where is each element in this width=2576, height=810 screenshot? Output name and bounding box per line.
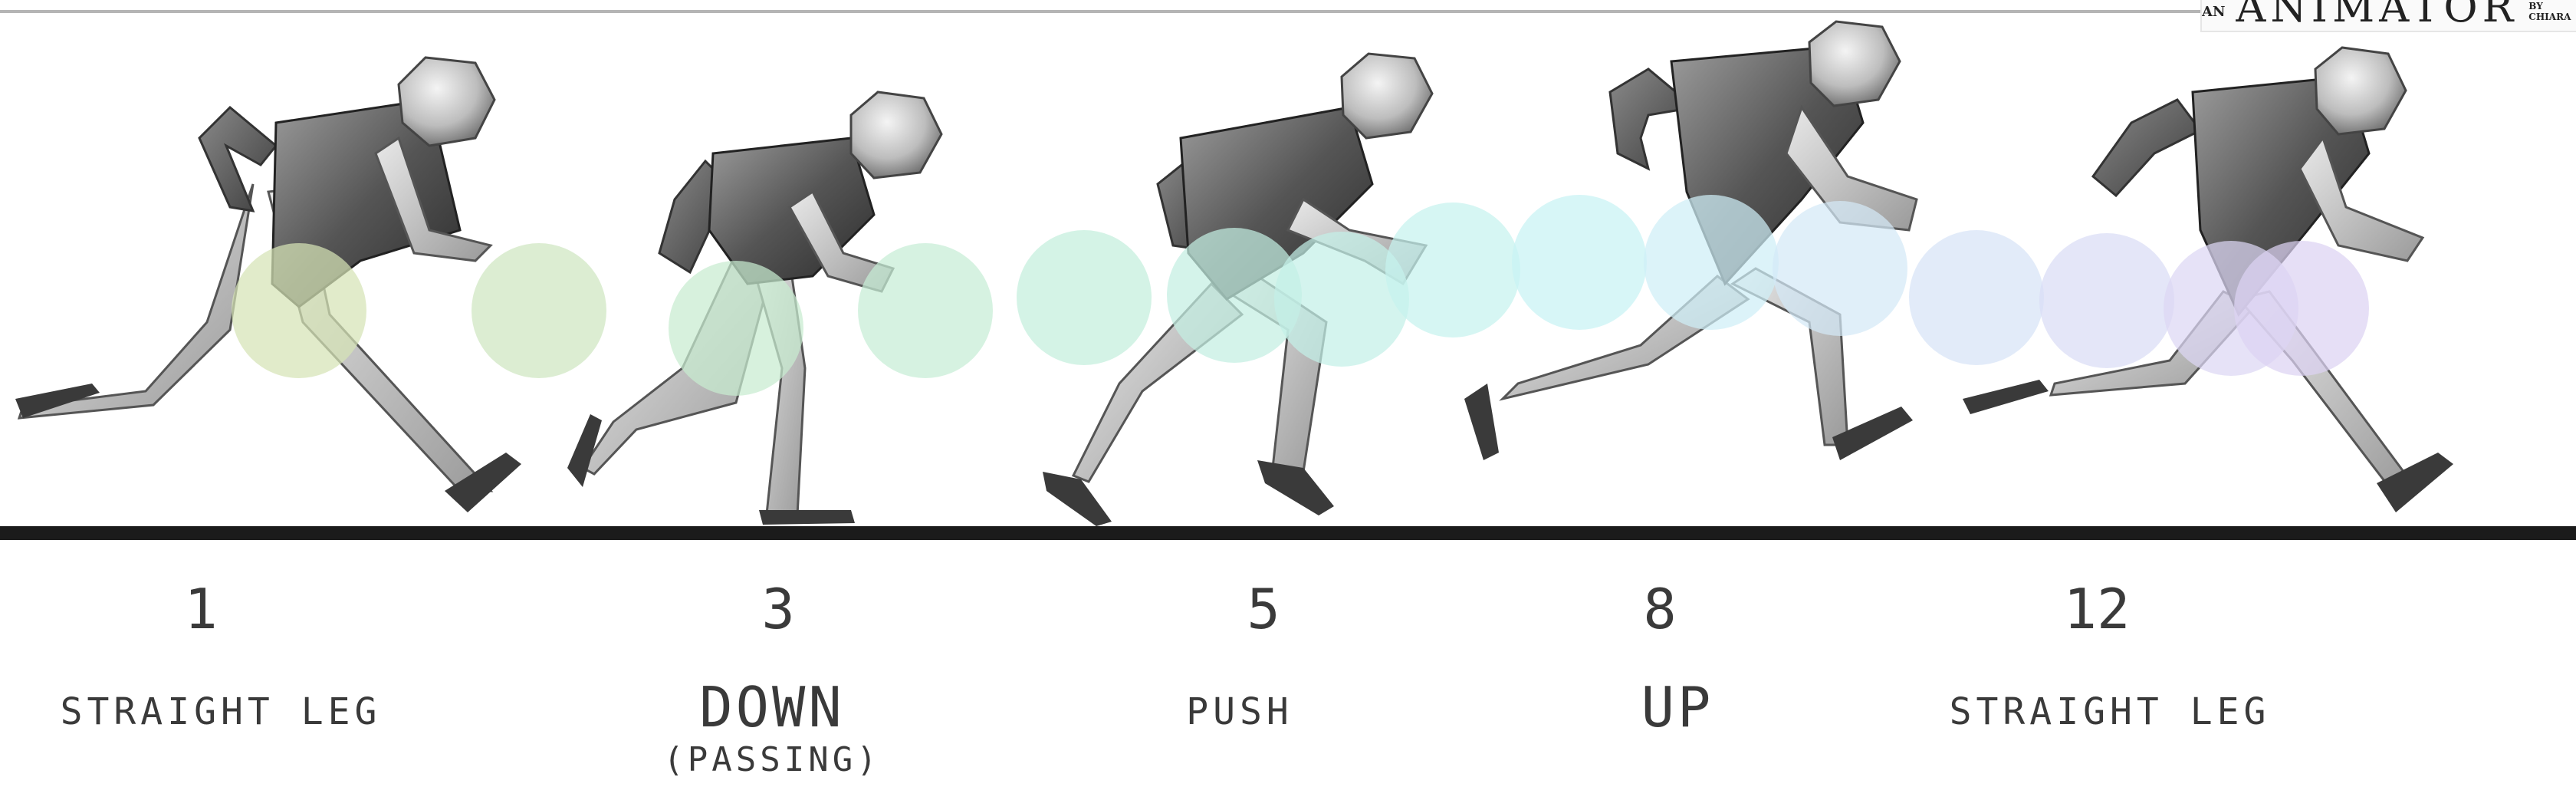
frame-number-8: 8 (1643, 577, 1677, 641)
path-circle (1167, 228, 1302, 363)
logo-prefix: AN (2202, 3, 2226, 20)
frame-label-down: DOWN (699, 675, 845, 739)
path-circle (232, 243, 366, 378)
logo-credit: BY CHIARA (2528, 1, 2571, 22)
frame-sublabel-passing: (PASSING) (663, 740, 881, 779)
frame-number-3: 3 (761, 577, 795, 641)
path-circle (1274, 232, 1409, 367)
path-circle (858, 243, 993, 378)
animator-logo: AN ANIMATOR BY CHIARA (2200, 0, 2576, 32)
top-divider-line (0, 10, 2200, 13)
frame-number-5: 5 (1247, 577, 1280, 641)
path-circle (1644, 195, 1779, 330)
frame-number-1: 1 (184, 577, 218, 641)
ground-line (0, 526, 2576, 540)
path-circle (1017, 230, 1152, 365)
path-circle (1773, 201, 1907, 336)
frame-label-push: PUSH (1186, 690, 1293, 733)
path-circle (2234, 241, 2369, 376)
frame-label-straight-leg-12: STRAIGHT LEG (1949, 690, 2271, 733)
path-circle (1909, 230, 2044, 365)
path-circle (472, 243, 606, 378)
motion-path-circles (232, 195, 2369, 396)
frame-number-12: 12 (2063, 577, 2131, 641)
frame-label-up: UP (1641, 675, 1714, 739)
path-circle (669, 261, 803, 396)
path-circle (1512, 195, 1647, 330)
run-cycle-illustration (15, 20, 2453, 526)
logo-wordmark: ANIMATOR (2236, 0, 2518, 31)
path-circle (1385, 202, 1520, 338)
frame-label-straight-leg-1: STRAIGHT LEG (60, 690, 382, 733)
path-circle (2039, 233, 2174, 368)
